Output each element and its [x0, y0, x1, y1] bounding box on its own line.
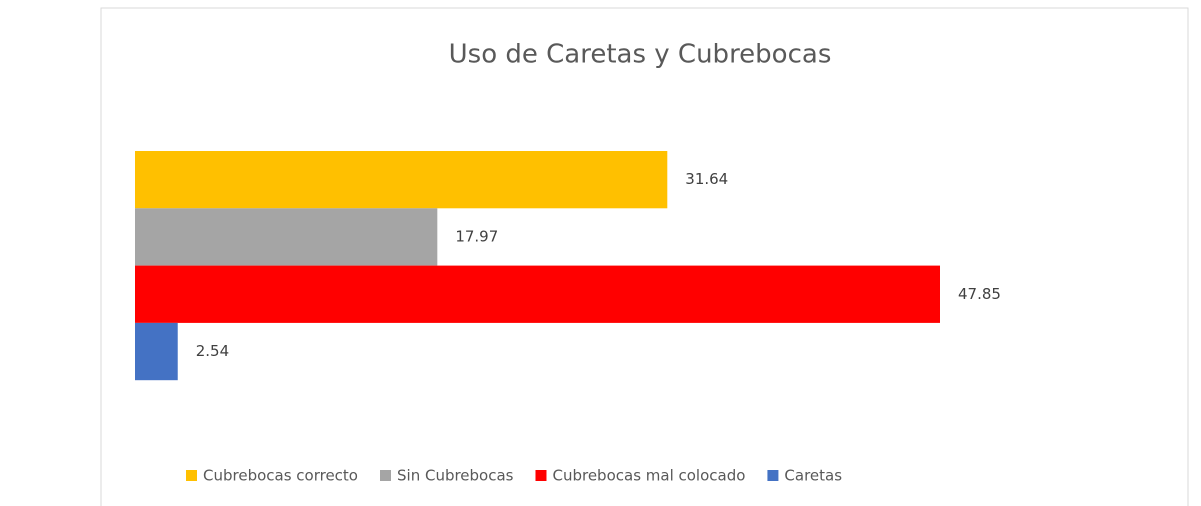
chart-frame — [100, 7, 1189, 506]
bar — [135, 265, 940, 323]
legend-swatch — [380, 470, 391, 481]
legend-label: Caretas — [784, 467, 842, 485]
data-label: 2.54 — [196, 342, 229, 360]
legend-swatch — [535, 470, 547, 481]
legend-swatch — [767, 470, 779, 481]
data-label: 31.64 — [685, 170, 728, 188]
data-label: 17.97 — [455, 227, 498, 245]
legend-label: Cubrebocas correcto — [203, 467, 358, 485]
bar — [135, 208, 438, 266]
chart-title: Uso de Caretas y Cubrebocas — [449, 40, 832, 70]
legend-swatch — [186, 470, 197, 481]
bar — [135, 151, 668, 209]
legend-label: Sin Cubrebocas — [397, 467, 514, 485]
bar — [135, 322, 178, 381]
legend-label: Cubrebocas mal colocado — [552, 467, 745, 485]
data-label: 47.85 — [958, 285, 1001, 303]
